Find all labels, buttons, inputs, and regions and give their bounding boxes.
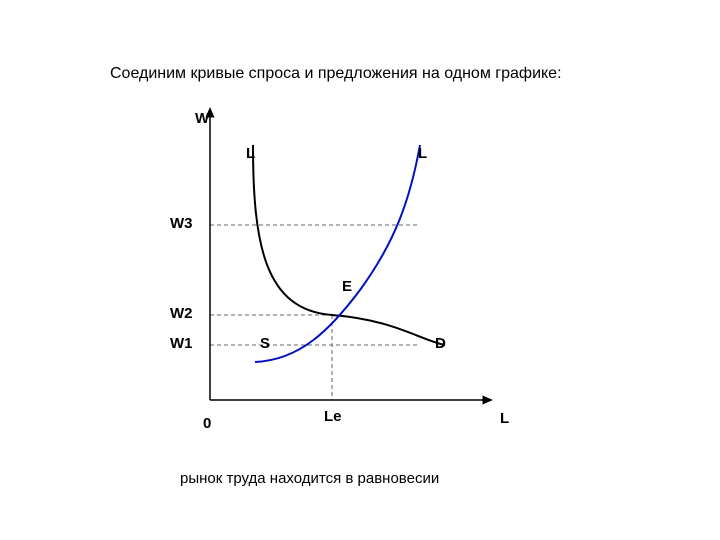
equilibrium-label: E <box>342 278 352 295</box>
origin-label: 0 <box>203 415 211 432</box>
demand-label-D: D <box>435 335 446 352</box>
y-tick-W3: W3 <box>170 215 193 232</box>
y-axis-label: W <box>195 110 209 127</box>
supply-label-L: L <box>418 145 427 162</box>
x-axis-label: L <box>500 410 509 427</box>
curves <box>253 145 445 362</box>
y-tick-W1: W1 <box>170 335 193 352</box>
y-tick-W2: W2 <box>170 305 193 322</box>
demand-label-L: L <box>246 145 255 162</box>
supply-label-S: S <box>260 335 270 352</box>
caption: рынок труда находится в равновесии <box>180 470 439 487</box>
x-tick-Le: Le <box>324 408 342 425</box>
page-title: Соединим кривые спроса и предложения на … <box>110 65 562 83</box>
